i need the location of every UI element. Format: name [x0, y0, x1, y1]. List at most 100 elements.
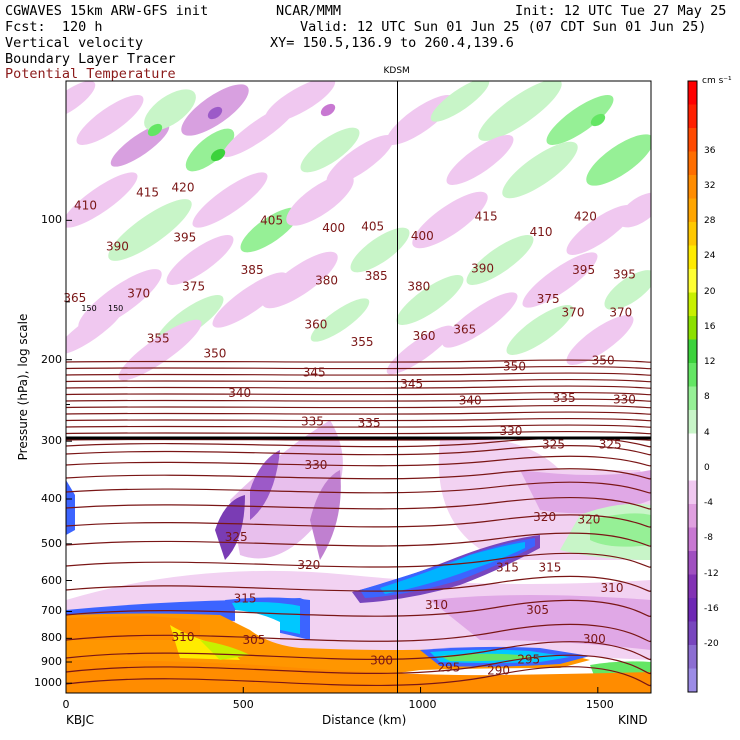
- theta-label: 345: [400, 377, 423, 391]
- theta-label: 305: [526, 603, 549, 617]
- colorbar-tick-label: -8: [704, 533, 713, 544]
- theta-contour: [66, 599, 651, 617]
- y-tick-label: 100: [41, 213, 62, 227]
- colorbar-swatch: [688, 574, 697, 599]
- theta-contour: [66, 417, 651, 422]
- theta-contour: [66, 445, 651, 456]
- y-tick-label: 1000: [34, 676, 62, 690]
- colorbar-swatch: [688, 363, 697, 387]
- colorbar-tick-label: 28: [704, 216, 716, 227]
- organization-label: NCAR/MMM: [276, 3, 342, 19]
- colorbar-frame: [687, 80, 698, 693]
- theta-label: 315: [539, 560, 562, 574]
- theta-contour: [66, 372, 651, 376]
- theta-contour: [66, 359, 651, 363]
- theta-label: 345: [303, 365, 326, 379]
- colorbar-tick-label: 24: [704, 251, 716, 262]
- theta-contour: [66, 532, 651, 547]
- theta-contour: [66, 623, 651, 642]
- init-time: Init: 12 UTC Tue 27 May 25: [515, 3, 727, 19]
- theta-label: 385: [365, 269, 388, 283]
- theta-label: 400: [322, 221, 345, 235]
- colorbar-swatch: [688, 339, 697, 364]
- theta-contour: [66, 468, 651, 480]
- colorbar-tick-label: -16: [704, 603, 719, 614]
- theta-label: 330: [305, 458, 328, 472]
- colorbar-swatch: [688, 621, 697, 646]
- theta-label: 355: [147, 331, 170, 345]
- theta-label: 350: [503, 360, 526, 374]
- colorbar-tick-label: 20: [704, 286, 716, 297]
- colorbar-tick-label: 16: [704, 321, 716, 332]
- theta-label: 335: [553, 391, 576, 405]
- theta-contour: [66, 437, 651, 448]
- theta-label: 310: [425, 598, 448, 612]
- theta-label: 335: [301, 414, 324, 428]
- theta-label: 395: [613, 268, 636, 282]
- station-label-kdsm: KDSM: [383, 66, 410, 76]
- theta-label: 300: [370, 653, 393, 667]
- theta-label: 350: [203, 347, 226, 361]
- colorbar-swatch: [688, 151, 697, 176]
- colorbar-swatch: [688, 222, 697, 246]
- forecast-hour: Fcst: 120 h: [5, 19, 103, 35]
- colorbar-swatch: [688, 480, 697, 505]
- y-tick-label: 800: [41, 631, 62, 645]
- colorbar-swatch: [688, 269, 697, 293]
- colorbar-tick-label: -4: [704, 498, 713, 509]
- vertical-velocity-field: [66, 81, 651, 693]
- theta-label: 295: [437, 661, 460, 675]
- field-potential-temperature: Potential Temperature: [5, 66, 176, 82]
- theta-contour: [66, 411, 651, 415]
- theta-label: 340: [459, 393, 482, 407]
- cross-section-xy: XY= 150.5,136.9 to 260.4,139.6: [270, 35, 514, 51]
- model-title: CGWAVES 15km ARW-GFS init: [5, 3, 209, 19]
- theta-label: 375: [537, 292, 560, 306]
- theta-contour: [66, 666, 651, 687]
- colorbar-swatch: [688, 457, 697, 481]
- theta-contour: [66, 481, 651, 494]
- theta-label: 325: [225, 530, 248, 544]
- theta-label: 395: [572, 263, 595, 277]
- theta-label: 390: [106, 240, 129, 254]
- theta-contour: [66, 455, 651, 467]
- theta-label: 365: [63, 291, 86, 305]
- theta-label: 335: [358, 416, 381, 430]
- theta-label: 405: [260, 213, 283, 227]
- colorbar-tick-label: -20: [704, 639, 719, 650]
- y-tick-label: 600: [41, 573, 62, 587]
- theta-label: 320: [533, 510, 556, 524]
- colorbar-unit: cm s⁻¹: [702, 76, 732, 86]
- theta-label: 420: [172, 181, 195, 195]
- theta-contour: [66, 496, 651, 510]
- colorbar-swatch: [688, 175, 697, 199]
- theta-label: 370: [609, 305, 632, 319]
- theta-contour: [66, 424, 651, 428]
- theta-label: 315: [496, 560, 519, 574]
- x-tick-label: 1000: [408, 698, 437, 711]
- theta-label: 365: [453, 322, 476, 336]
- theta-label: 415: [136, 185, 159, 199]
- theta-label: 350: [592, 354, 615, 368]
- theta-label: 390: [471, 261, 494, 275]
- theta-label: 310: [601, 581, 624, 595]
- theta-label: 395: [173, 231, 196, 245]
- theta-label: 290: [487, 663, 510, 677]
- theta-contour: [66, 365, 651, 370]
- field-boundary-layer-tracer: Boundary Layer Tracer: [5, 51, 176, 67]
- theta-contour: [66, 398, 651, 402]
- colorbar-swatch: [688, 527, 697, 552]
- theta-label: 380: [315, 274, 338, 288]
- theta-label: 385: [241, 263, 264, 277]
- theta-label: 410: [74, 199, 97, 213]
- x-axis-label: Distance (km): [322, 713, 407, 727]
- colorbar-tick-label: -12: [704, 568, 719, 579]
- valid-time: Valid: 12 UTC Sun 01 Jun 25 (07 CDT Sun …: [300, 19, 707, 35]
- potential-temperature-labels: 415 420 410 390 395 405 400 405 400 415 410 420 385 3…: [63, 181, 636, 678]
- theta-label: 150: [81, 304, 96, 313]
- theta-contour: [66, 391, 651, 396]
- axis-ticks: [65, 219, 599, 693]
- theta-contour: [66, 404, 651, 409]
- colorbar-swatch: [688, 504, 697, 528]
- colorbar-swatch: [688, 104, 697, 129]
